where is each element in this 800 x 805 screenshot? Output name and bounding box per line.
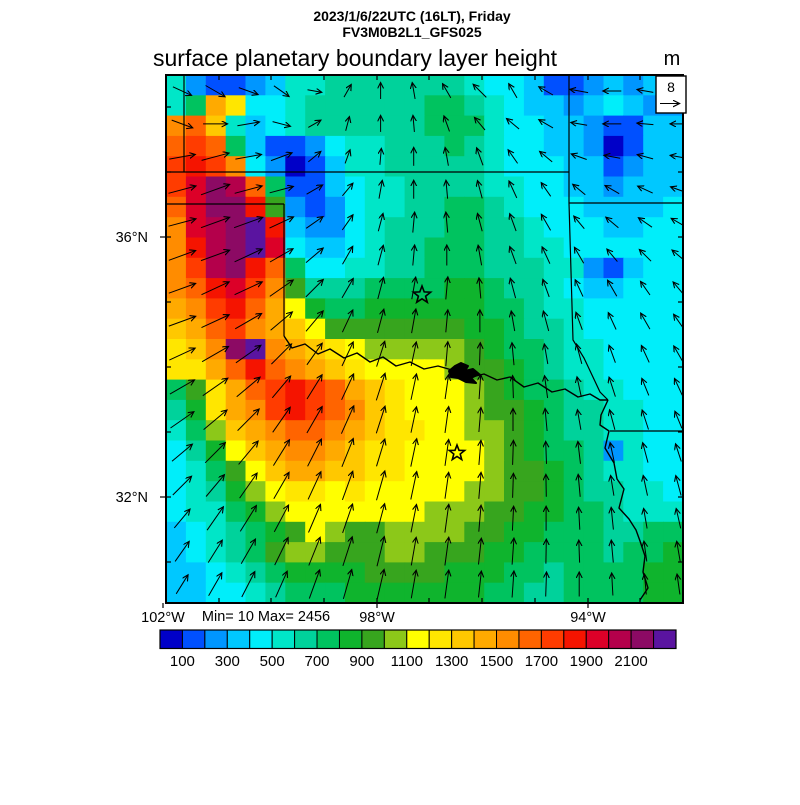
wind-reference-box: 8 bbox=[656, 76, 686, 113]
colorbar-label-900: 900 bbox=[349, 653, 374, 670]
colorbar-label-1900: 1900 bbox=[570, 653, 603, 670]
colorbar-label-1300: 1300 bbox=[435, 653, 468, 670]
wind-reference-value: 8 bbox=[667, 79, 675, 95]
colorbar-label-2100: 2100 bbox=[614, 653, 647, 670]
run-datetime: 2023/1/6/22UTC (16LT), Friday bbox=[313, 8, 511, 24]
latitude-labels: 36°N 32°N bbox=[116, 230, 148, 506]
min-max-stats: Min= 10 Max= 2456 bbox=[202, 609, 330, 625]
model-name: FV3M0B2L1_GFS025 bbox=[342, 24, 481, 40]
colorbar-label-1100: 1100 bbox=[391, 653, 423, 670]
heatmap-grid bbox=[166, 75, 684, 604]
units-label: m bbox=[664, 48, 681, 70]
colorbar-labels: 100 300 500 700 900 1100 1300 1500 1700 1900 2100 bbox=[170, 653, 648, 670]
lon-label-98°W: 98°W bbox=[359, 610, 395, 626]
colorbar-label-1700: 1700 bbox=[525, 653, 558, 670]
colorbar-label-500: 500 bbox=[260, 653, 285, 670]
lat-label-36°N: 36°N bbox=[116, 230, 148, 246]
lon-label-94°W: 94°W bbox=[570, 610, 606, 626]
colorbar bbox=[160, 630, 676, 649]
colorbar-label-700: 700 bbox=[304, 653, 329, 670]
colorbar-label-100: 100 bbox=[170, 653, 195, 670]
colorbar-label-300: 300 bbox=[215, 653, 240, 670]
lat-label-32°N: 32°N bbox=[116, 490, 148, 506]
lon-label-102°W: 102°W bbox=[141, 610, 185, 626]
plot-title: surface planetary boundary layer height bbox=[153, 45, 558, 71]
colorbar-label-1500: 1500 bbox=[480, 653, 513, 670]
